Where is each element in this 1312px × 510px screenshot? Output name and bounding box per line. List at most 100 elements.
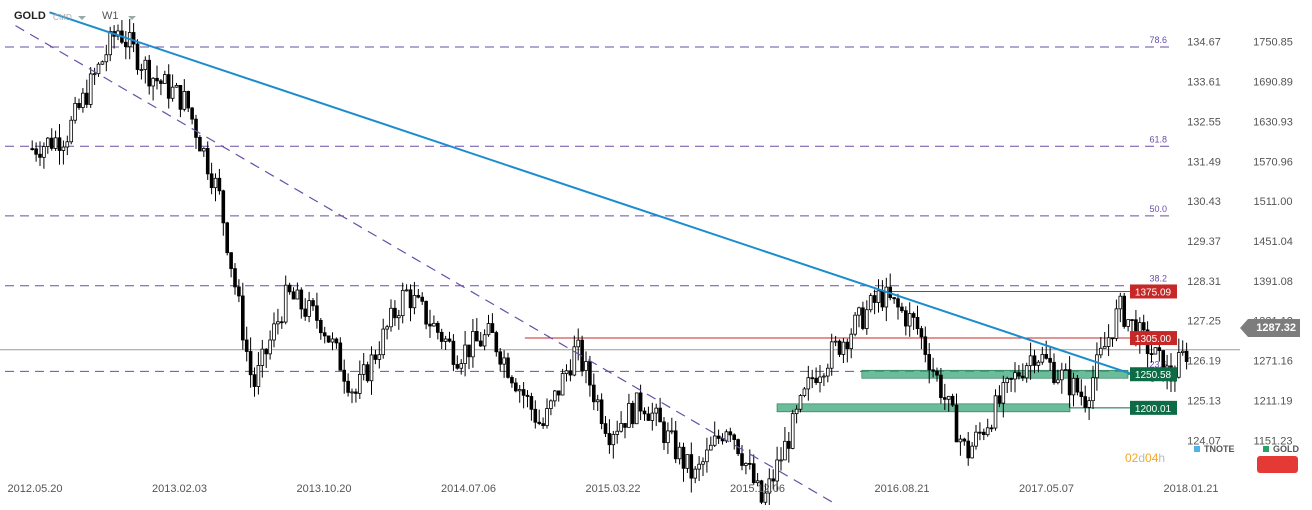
candle-up <box>763 492 768 503</box>
candle-up <box>1071 377 1076 396</box>
candle-up <box>670 430 674 433</box>
candle-up <box>459 363 464 369</box>
candle-up <box>697 463 701 470</box>
candle-down <box>1130 319 1134 321</box>
candle-up <box>884 286 889 308</box>
candle-down <box>689 454 694 479</box>
candle-up <box>576 339 581 348</box>
timeframe-dropdown-icon[interactable] <box>128 16 136 20</box>
y-left-tick-label: 130.43 <box>1187 196 1221 208</box>
candle-up <box>985 427 990 436</box>
candle-up <box>615 430 620 435</box>
candle-down <box>1079 391 1084 397</box>
candle-down <box>408 289 413 309</box>
candle-down <box>299 289 304 310</box>
countdown-hours: 04 <box>1145 451 1159 465</box>
candle-down <box>751 463 756 484</box>
candle-down <box>346 380 350 393</box>
candle-down <box>178 85 183 110</box>
candle-down <box>748 462 752 465</box>
candle-down <box>525 394 530 397</box>
candle-down <box>287 284 292 293</box>
candle-down <box>186 91 191 109</box>
candle-up <box>783 440 787 461</box>
candle-down <box>451 340 456 365</box>
candle-up <box>1091 377 1095 402</box>
candle-down <box>954 404 959 443</box>
candle-down <box>537 421 542 424</box>
candle-up <box>486 323 491 336</box>
candle-up <box>1063 369 1068 372</box>
y-right-tick-label: 1630.93 <box>1253 116 1293 128</box>
candle-down <box>241 295 245 341</box>
level-tag-1375.09 <box>1130 284 1177 299</box>
candle-up <box>970 445 974 459</box>
candle-down <box>34 148 38 155</box>
legend-gold[interactable]: GOLD <box>1263 444 1299 454</box>
candle-down <box>280 321 284 324</box>
candle-down <box>845 341 850 350</box>
candle-up <box>833 340 838 343</box>
candle-down <box>217 177 222 192</box>
y-right-tick-label: 1271.16 <box>1253 356 1293 368</box>
candle-down <box>159 80 163 84</box>
candle-down <box>982 431 986 436</box>
candle-up <box>553 390 557 402</box>
bar-countdown: 02d04h <box>1125 451 1165 465</box>
candle-down <box>49 137 54 149</box>
support-zone-1250.58 <box>861 369 1129 379</box>
candle-down <box>892 297 896 300</box>
candle-down <box>311 300 315 307</box>
candle-up <box>108 31 113 56</box>
candle-up <box>482 334 487 347</box>
trendline-solid <box>49 11 1154 383</box>
sell-button[interactable] <box>1257 456 1298 473</box>
y-left-tick-label: 132.55 <box>1187 116 1221 128</box>
symbol-dropdown-icon[interactable] <box>78 16 86 20</box>
candle-up <box>61 146 66 151</box>
candle-up <box>712 435 717 446</box>
candle-up <box>350 391 354 394</box>
candle-up <box>151 77 155 87</box>
candle-up <box>65 141 70 148</box>
candle-down <box>880 290 885 308</box>
candle-down <box>221 190 226 224</box>
timeframe-label[interactable]: W1 <box>102 10 119 22</box>
candle-down <box>681 446 686 469</box>
candle-up <box>1056 379 1060 384</box>
level-tag-1200.01 <box>1130 400 1177 415</box>
candle-up <box>666 430 670 444</box>
x-tick-label: 2017.05.07 <box>1019 483 1074 495</box>
candle-down <box>420 296 425 302</box>
candle-down <box>1067 369 1072 396</box>
candle-down <box>716 435 721 439</box>
symbol-label[interactable]: GOLD <box>14 10 46 22</box>
candle-down <box>533 408 538 423</box>
candle-up <box>463 344 467 364</box>
candle-up <box>1001 382 1006 404</box>
candle-up <box>96 63 101 75</box>
candle-down <box>896 298 900 308</box>
candle-up <box>974 431 978 447</box>
candle-down <box>646 413 651 421</box>
y-right-tick-label: 1451.04 <box>1253 236 1293 248</box>
candle-up <box>517 389 522 392</box>
candle-down <box>455 364 460 369</box>
candle-down <box>436 322 440 333</box>
candle-up <box>790 413 795 449</box>
candle-down <box>155 77 159 82</box>
legend-gold-swatch <box>1263 446 1269 452</box>
candle-up <box>876 290 881 303</box>
candle-up <box>654 407 659 414</box>
candle-up <box>549 400 553 409</box>
candle-down <box>1021 375 1025 379</box>
legend-tnote[interactable]: TNOTE <box>1194 444 1235 454</box>
candle-down <box>205 148 210 175</box>
candle-down <box>927 354 932 371</box>
candle-up <box>865 309 869 329</box>
x-tick-label: 2015.03.22 <box>585 483 640 495</box>
candle-up <box>268 339 272 355</box>
candle-down <box>599 399 604 425</box>
